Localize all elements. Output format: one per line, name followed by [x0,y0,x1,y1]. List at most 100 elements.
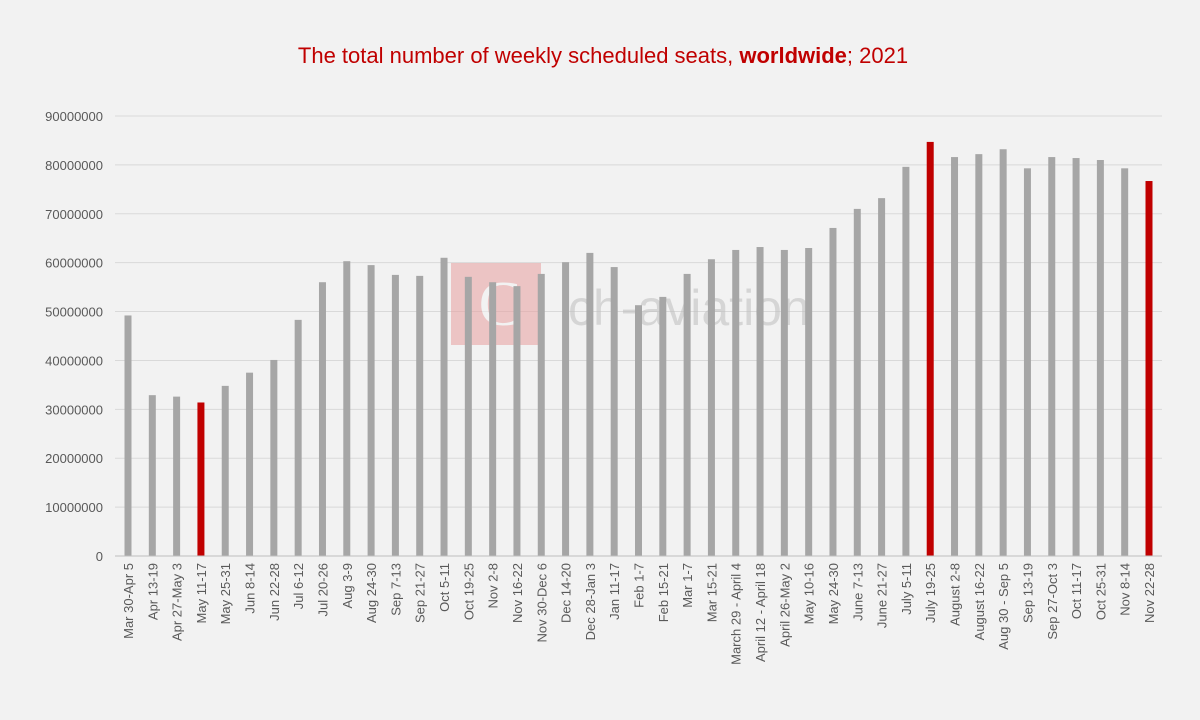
bar [1145,181,1153,556]
x-tick-label: July 19-25 [923,563,938,623]
bar [732,249,740,556]
x-tick-label: July 5-11 [899,563,914,615]
bar [902,166,910,556]
x-tick-label: Dec 14-20 [559,563,574,623]
x-tick-label: March 29 - April 4 [729,563,744,665]
bar [318,282,326,556]
watermark: C ch-aviation [451,263,810,345]
x-tick-label: Sep 13-19 [1020,563,1035,623]
bar [246,372,254,556]
x-tick-label: May 10-16 [802,563,817,624]
x-tick-label: Feb 15-21 [656,563,671,622]
bar [610,267,618,556]
bar [1096,160,1104,556]
x-tick-label: Oct 25-31 [1093,563,1108,620]
x-tick-label: Nov 16-22 [510,563,525,623]
bar [440,257,448,556]
bar [926,141,934,556]
x-tick-label: Oct 19-25 [461,563,476,620]
bar [975,154,983,556]
bar [683,273,691,556]
x-tick-label: August 2-8 [948,563,963,626]
bar [367,265,375,556]
x-tick-label: Aug 30 - Sep 5 [996,563,1011,650]
x-tick-label: Aug 3-9 [340,563,355,609]
x-tick-label: May 11-17 [194,563,209,623]
bar [1121,168,1129,557]
x-tick-label: April 12 - April 18 [753,563,768,662]
bar [416,275,424,556]
x-axis-labels: Mar 30-Apr 5 Apr 13-19 Apr 27-May 3 May 11-… [121,563,1157,665]
bar [124,315,132,556]
y-tick-label: 30000000 [45,402,103,417]
bar [780,249,788,556]
x-tick-label: Mar 1-7 [680,563,695,608]
bar [197,402,205,556]
bar [294,319,302,556]
y-tick-label: 20000000 [45,451,103,466]
bar [951,157,959,557]
x-tick-label: Jun 22-28 [267,563,282,621]
y-tick-label: 50000000 [45,305,103,320]
x-tick-label: Jul 20-26 [315,563,330,616]
bar [1023,168,1031,557]
bar [173,396,181,556]
x-tick-label: Apr 13-19 [145,563,160,620]
bar [391,274,399,556]
bar [805,248,813,556]
x-tick-label: Nov 8-14 [1118,563,1133,616]
bar [343,261,351,556]
bar [270,359,278,556]
x-tick-label: Apr 27-May 3 [170,563,185,641]
y-tick-label: 70000000 [45,207,103,222]
bar [659,296,667,556]
bar [853,208,861,556]
y-tick-label: 60000000 [45,256,103,271]
bar [829,227,837,556]
x-tick-label: Mar 15-21 [704,563,719,622]
bar [513,286,521,556]
y-tick-label: 40000000 [45,353,103,368]
x-tick-label: Nov 30-Dec 6 [534,563,549,642]
bar [1048,157,1056,557]
x-tick-label: Aug 24-30 [364,563,379,623]
x-tick-label: Nov 22-28 [1142,563,1157,623]
x-tick-label: August 16-22 [972,563,987,640]
x-tick-label: May 25-31 [218,563,233,624]
bar [537,273,545,556]
chart-title: The total number of weekly scheduled sea… [298,43,908,68]
x-tick-label: Feb 1-7 [632,563,647,608]
bar [707,259,715,556]
y-tick-label: 10000000 [45,500,103,515]
x-tick-label: June 7-13 [850,563,865,621]
bars [124,141,1153,557]
y-tick-label: 0 [96,549,103,564]
bar [1072,158,1080,557]
bar [148,395,156,556]
bar [878,198,886,556]
x-tick-label: Dec 28-Jan 3 [583,563,598,640]
bar [756,247,764,556]
x-tick-label: Sep 27-Oct 3 [1045,563,1060,640]
x-tick-label: Jun 8-14 [243,563,258,614]
x-tick-label: Sep 7-13 [388,563,403,616]
bar [489,282,497,556]
bar [562,262,570,556]
y-tick-label: 90000000 [45,109,103,124]
x-tick-label: April 26-May 2 [777,563,792,647]
y-tick-label: 80000000 [45,158,103,173]
bar [635,305,642,556]
x-tick-label: June 21-27 [875,563,890,628]
x-tick-label: Sep 21-27 [413,563,428,623]
bar [999,149,1007,556]
x-tick-label: Jul 6-12 [291,563,306,609]
bar [221,385,229,556]
y-axis-ticks: 0 10000000 20000000 30000000 40000000 5000000… [45,109,103,564]
x-tick-label: Oct 5-11 [437,563,452,612]
x-tick-label: Mar 30-Apr 5 [121,563,136,639]
x-tick-label: Jan 11-17 [607,563,622,620]
bar [464,276,472,556]
bar [586,252,594,556]
x-tick-label: May 24-30 [826,563,841,624]
